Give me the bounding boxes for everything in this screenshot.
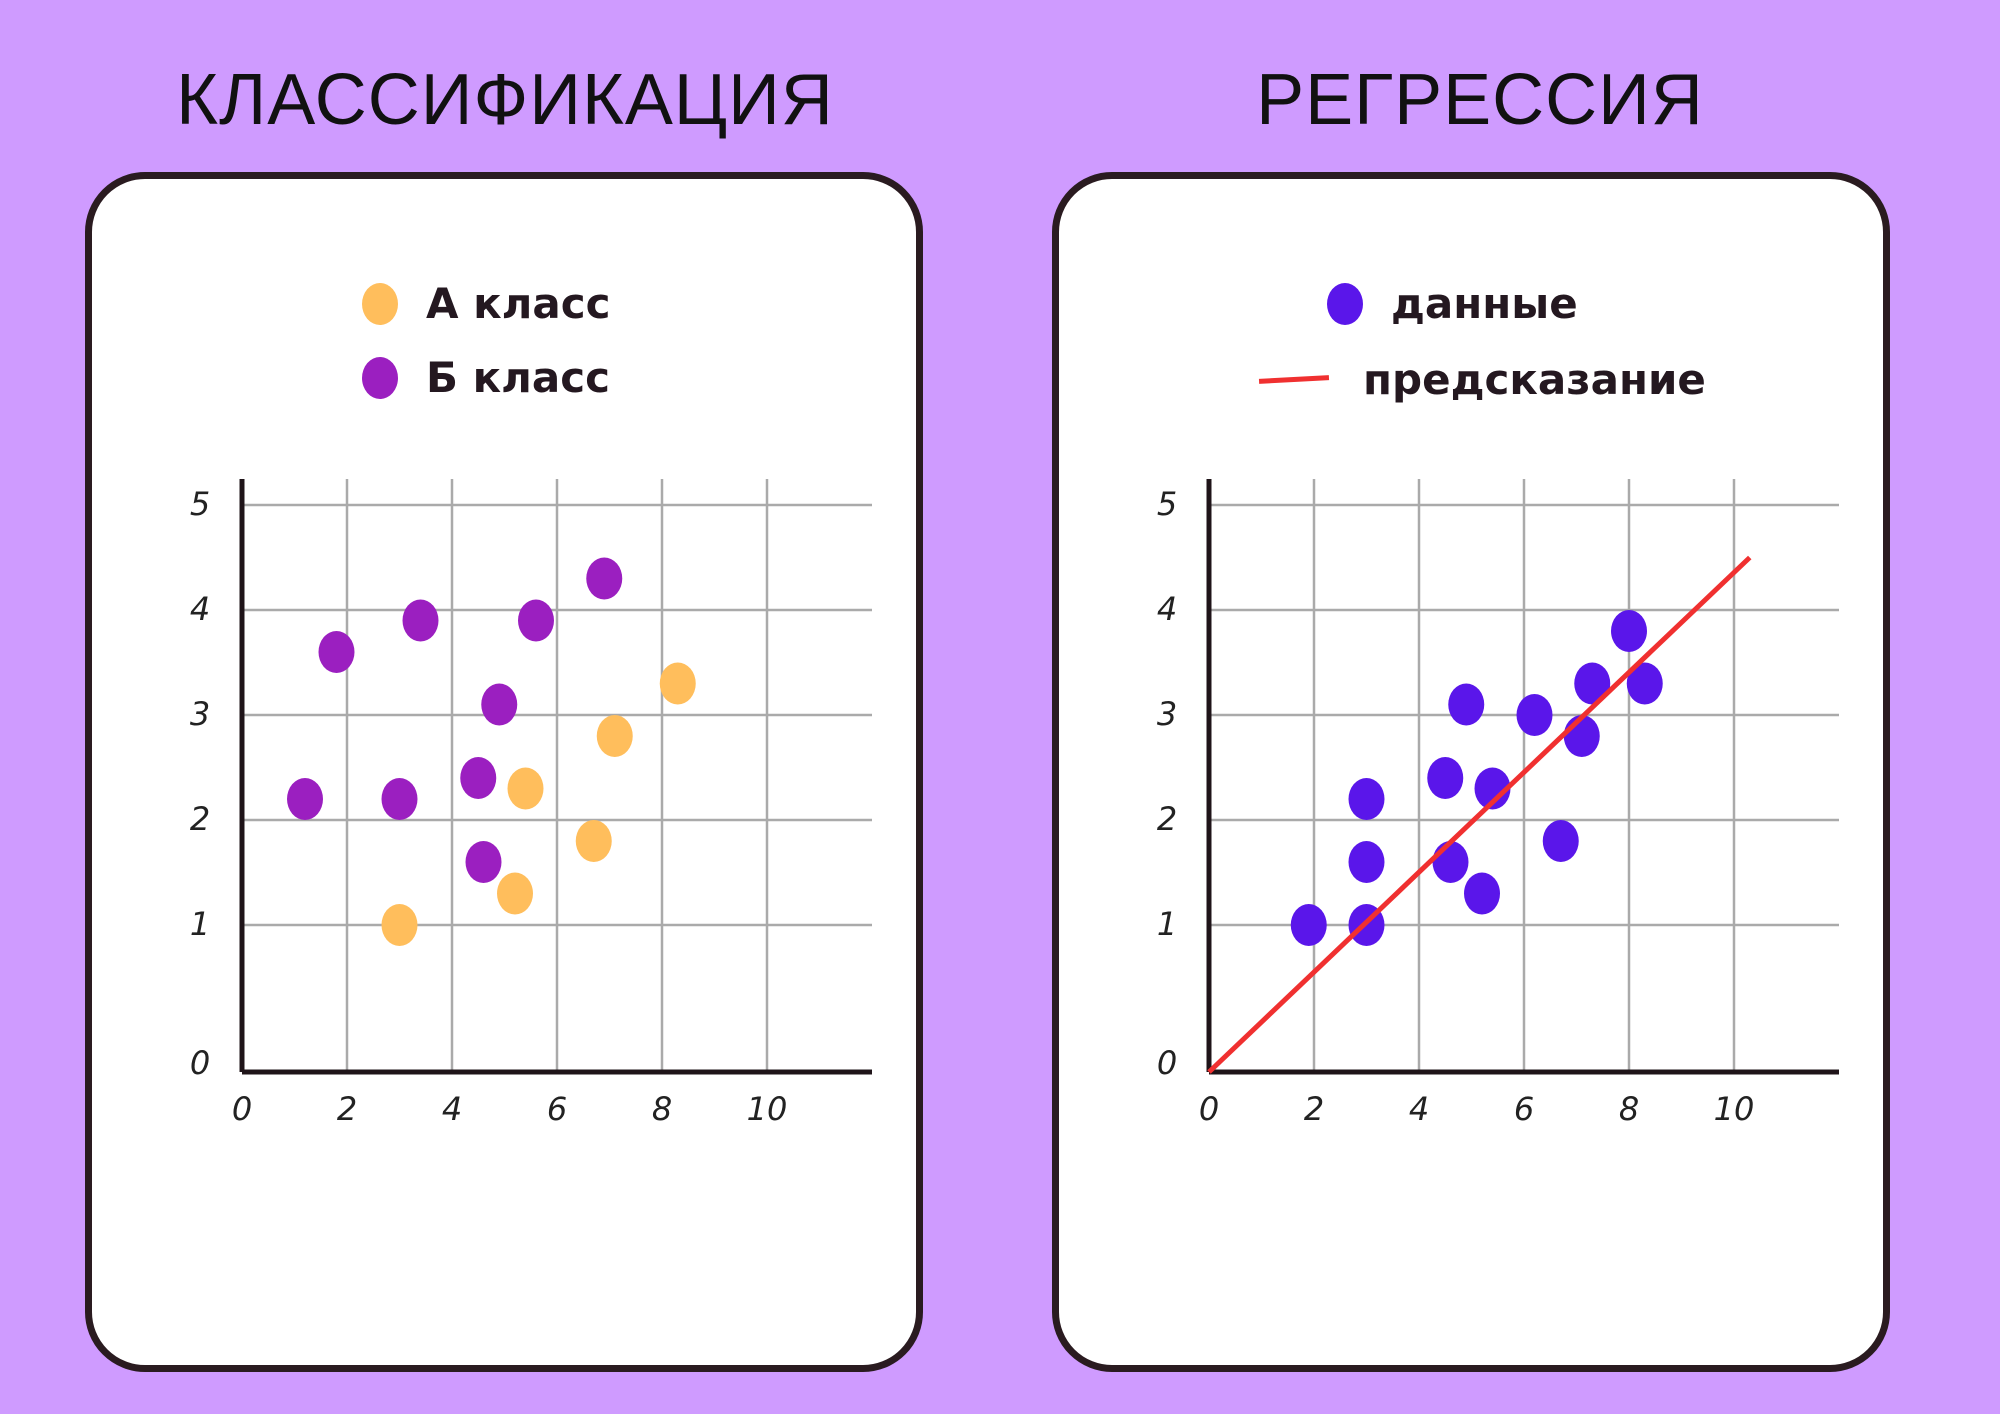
data-point	[1611, 610, 1647, 652]
data-point	[481, 683, 518, 726]
regression-card: данные предсказание 0 2 4 6 8 10 0 1 2 3 4 5	[1052, 172, 1890, 1372]
y-tick-label: 4	[190, 590, 210, 628]
x-tick-label: 8	[652, 1090, 672, 1128]
data-point	[518, 599, 554, 642]
data-point	[1348, 841, 1385, 883]
x-tick-label: 0	[232, 1090, 252, 1128]
data-point	[381, 904, 418, 946]
data-point	[497, 872, 533, 915]
data-point	[381, 778, 418, 820]
y-tick-label: 1	[1157, 905, 1177, 943]
x-tick-label: 6	[1514, 1090, 1534, 1128]
x-tick-label: 2	[1304, 1090, 1324, 1128]
data-point	[1464, 872, 1500, 915]
x-tick-label: 8	[1619, 1090, 1639, 1128]
data-point	[586, 557, 623, 600]
y-tick-label: 2	[190, 800, 210, 838]
data-point	[1290, 904, 1327, 946]
y-tick-label: 5	[1157, 485, 1177, 523]
data-point	[1542, 820, 1579, 862]
legend-item-data: данные	[1327, 279, 1578, 328]
data-point	[596, 715, 633, 757]
data-point	[287, 778, 323, 820]
legend-marker-data	[1327, 282, 1363, 325]
data-point	[659, 662, 696, 705]
classification-card: А класс Б класс 0 2 4 6 8 10 0 1 2 3 4 5	[85, 172, 923, 1372]
data-point	[402, 599, 439, 642]
y-tick-label: 3	[190, 695, 210, 733]
data-point	[1432, 841, 1469, 883]
legend-label-data: данные	[1391, 279, 1578, 328]
data-point	[460, 757, 497, 799]
legend-item-prediction: предсказание	[1258, 355, 1706, 404]
data-point	[507, 767, 544, 810]
legend-item-class-a: А класс	[362, 279, 611, 328]
data-point	[1427, 757, 1464, 799]
y-tick-label: 5	[190, 485, 210, 523]
data-point	[318, 631, 355, 673]
classification-title: КЛАССИФИКАЦИЯ	[176, 60, 834, 140]
data-point	[1516, 694, 1553, 736]
y-tick-label: 1	[190, 905, 210, 943]
data-point	[1474, 767, 1511, 810]
x-tick-label: 6	[547, 1090, 567, 1128]
y-tick-label: 3	[1157, 695, 1177, 733]
data-point	[465, 841, 502, 883]
y-tick-label: 4	[1157, 590, 1177, 628]
data-point	[1626, 662, 1663, 705]
data-point	[575, 820, 612, 862]
prediction-line	[1207, 555, 1752, 1074]
legend-label-prediction: предсказание	[1363, 355, 1706, 404]
y-tick-label: 2	[1157, 800, 1177, 838]
data-point	[1563, 715, 1600, 757]
x-tick-label: 4	[1409, 1090, 1429, 1128]
legend-marker-class-a	[362, 282, 398, 325]
x-tick-label: 0	[1199, 1090, 1219, 1128]
data-point	[1448, 683, 1485, 726]
legend-marker-class-b	[362, 356, 398, 399]
x-tick-label: 4	[442, 1090, 462, 1128]
regression-title: РЕГРЕССИЯ	[1256, 60, 1704, 140]
classification-scatter-plot: 0 2 4 6 8 10 0 1 2 3 4 5	[190, 479, 872, 1128]
y-tick-label: 0	[190, 1044, 210, 1082]
x-tick-label: 10	[1714, 1090, 1755, 1128]
legend-label-class-b: Б класс	[426, 353, 611, 402]
y-tick-label: 0	[1157, 1044, 1177, 1082]
data-point	[1574, 662, 1611, 705]
legend-label-class-a: А класс	[426, 279, 611, 328]
x-tick-label: 2	[337, 1090, 357, 1128]
legend-item-class-b: Б класс	[362, 353, 610, 402]
x-tick-label: 10	[747, 1090, 788, 1128]
data-point	[1348, 778, 1385, 820]
regression-scatter-plot: 0 2 4 6 8 10 0 1 2 3 4 5	[1157, 479, 1839, 1128]
